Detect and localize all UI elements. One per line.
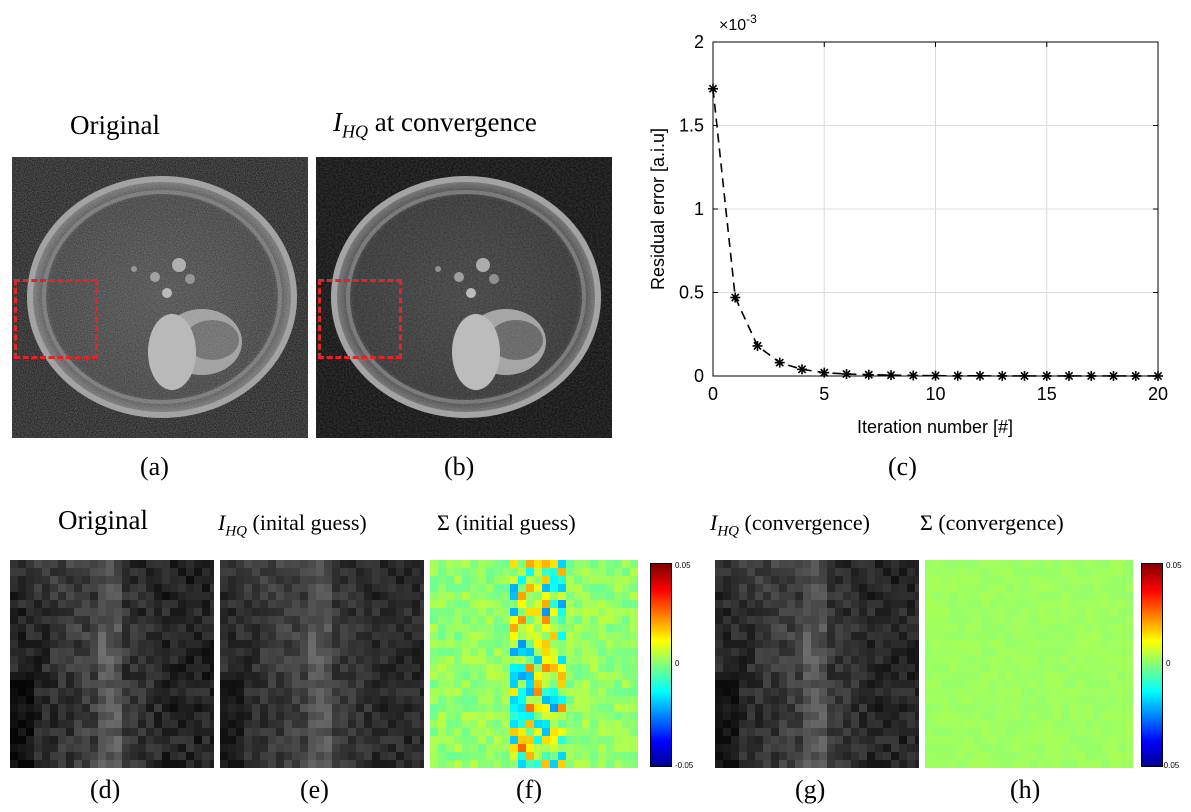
data-point bbox=[975, 370, 985, 381]
x-tick-label: 15 bbox=[1037, 384, 1057, 404]
colorbar-right bbox=[1141, 563, 1163, 767]
mri-convergence-image bbox=[316, 157, 612, 438]
data-point bbox=[752, 340, 763, 351]
colorbar-right-min: -0.05 bbox=[1161, 761, 1180, 770]
data-point bbox=[1041, 370, 1052, 381]
data-point bbox=[1130, 370, 1141, 381]
panel-a-title: Original bbox=[70, 110, 160, 140]
x-tick-label: 5 bbox=[819, 384, 829, 404]
data-point bbox=[863, 369, 874, 380]
roi-box bbox=[318, 279, 402, 359]
data-point bbox=[930, 370, 941, 381]
panel-b-title: IHQ at convergence bbox=[333, 107, 537, 142]
caption-g: (g) bbox=[795, 775, 826, 804]
roi-original-patch bbox=[10, 560, 214, 768]
data-point bbox=[1086, 370, 1097, 381]
caption-b: (b) bbox=[444, 452, 475, 481]
caption-e: (e) bbox=[300, 775, 329, 804]
chart-grid bbox=[712, 41, 1159, 377]
y-tick-label: 0 bbox=[694, 366, 704, 386]
data-point bbox=[708, 83, 718, 94]
data-point bbox=[1019, 370, 1030, 381]
residual-error-chart: 0 5 10 15 20 0 0.5 1 1.5 2 ×10-3 Iteration number… bbox=[648, 12, 1168, 437]
caption-h: (h) bbox=[1010, 775, 1041, 804]
y-scale-label: ×10-3 bbox=[719, 12, 757, 34]
colorbar-left-mid: 0 bbox=[675, 659, 680, 668]
data-point bbox=[1153, 370, 1163, 381]
colorbar-right-mid: 0 bbox=[1166, 659, 1171, 668]
panel-h-title: Σ (convergence) bbox=[920, 510, 1064, 535]
data-point bbox=[1108, 370, 1119, 381]
colorbar-right-max: 0.05 bbox=[1166, 561, 1182, 570]
panel-g-title: IHQ (convergence) bbox=[710, 510, 870, 540]
colorbar-left-max: 0.05 bbox=[675, 561, 691, 570]
x-tick-label: 10 bbox=[925, 384, 945, 404]
mri-original-image bbox=[12, 157, 308, 438]
data-point bbox=[730, 292, 741, 303]
roi-convergence-patch bbox=[715, 560, 919, 768]
x-tick-label: 0 bbox=[708, 384, 718, 404]
roi-box bbox=[14, 279, 98, 359]
y-tick-label: 0.5 bbox=[679, 283, 704, 303]
data-point bbox=[908, 370, 919, 381]
sigma-convergence-map bbox=[925, 560, 1133, 768]
data-point bbox=[1064, 370, 1074, 381]
data-point bbox=[952, 370, 963, 381]
caption-a: (a) bbox=[140, 452, 169, 481]
colorbar-left bbox=[650, 563, 672, 767]
y-tick-label: 1.5 bbox=[679, 116, 704, 136]
data-point bbox=[774, 357, 785, 368]
caption-c: (c) bbox=[888, 452, 917, 481]
x-tick-label: 20 bbox=[1148, 384, 1168, 404]
y-axis-label: Residual error [a.i.u] bbox=[648, 128, 668, 290]
x-axis-label: Iteration number [#] bbox=[857, 417, 1013, 437]
caption-f: (f) bbox=[516, 775, 542, 804]
panel-d-title: Original bbox=[58, 505, 148, 535]
data-point bbox=[819, 367, 830, 378]
data-point bbox=[841, 368, 852, 379]
panel-f-title: Σ (initial guess) bbox=[437, 510, 576, 535]
data-point bbox=[886, 370, 896, 381]
roi-initial-guess-patch bbox=[220, 560, 424, 768]
caption-d: (d) bbox=[90, 775, 121, 804]
colorbar-left-min: -0.05 bbox=[675, 761, 694, 770]
panel-e-title: IHQ (inital guess) bbox=[218, 510, 367, 540]
data-point bbox=[797, 364, 807, 375]
y-tick-label: 2 bbox=[694, 32, 704, 52]
data-point bbox=[997, 370, 1008, 381]
y-tick-label: 1 bbox=[694, 199, 704, 219]
sigma-initial-guess-map bbox=[430, 560, 638, 768]
